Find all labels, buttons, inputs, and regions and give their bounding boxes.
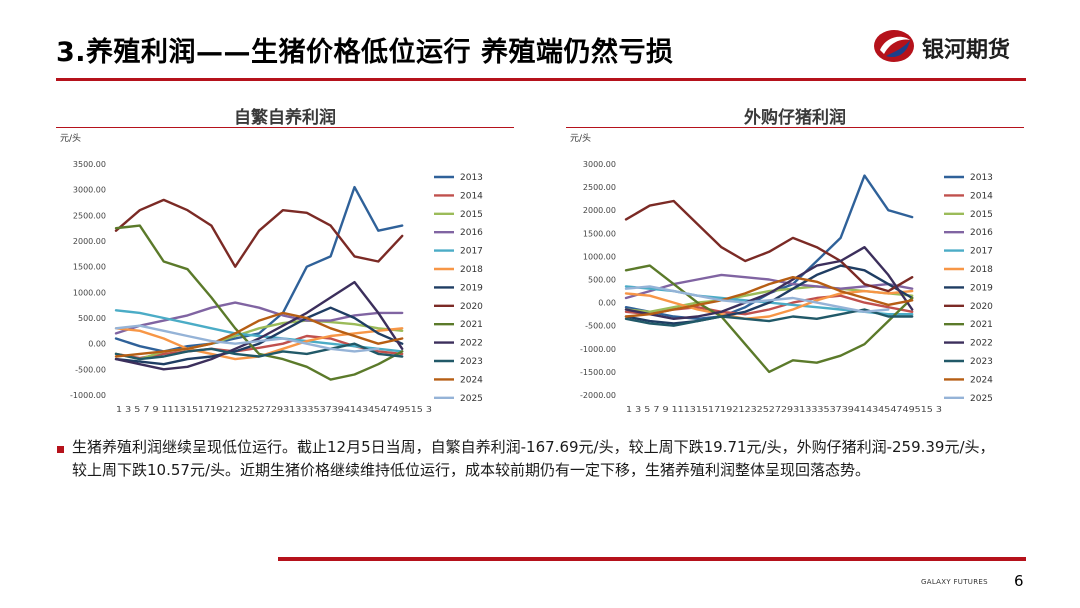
legend-label-2025: 2025 — [970, 394, 993, 404]
legend-label-2019: 2019 — [460, 283, 483, 293]
y-tick-label: 2000.00 — [73, 237, 106, 246]
series-line-2025 — [114, 324, 380, 353]
legend-label-2017: 2017 — [460, 247, 483, 257]
y-tick-label: 3500.00 — [73, 160, 106, 169]
legend-label-2024: 2024 — [970, 375, 993, 385]
galaxy-logo-icon — [874, 30, 914, 62]
legend-label-2023: 2023 — [970, 357, 993, 367]
page-number: 6 — [1014, 572, 1024, 590]
legend-label-2013: 2013 — [970, 173, 993, 183]
legend-label-2018: 2018 — [460, 265, 483, 275]
chart-title-right: 外购仔猪利润 — [744, 108, 846, 128]
series-line-2024 — [624, 276, 914, 318]
y-tick-label: 0.00 — [88, 340, 106, 349]
legend-label-2025: 2025 — [460, 394, 483, 404]
y-tick-label: 2500.00 — [583, 183, 616, 192]
footer-divider — [278, 557, 1026, 561]
y-tick-label: 0.00 — [598, 299, 616, 308]
series-line-2024 — [114, 311, 404, 358]
series-line-2022 — [624, 246, 914, 320]
series-line-2022 — [114, 280, 404, 371]
series-line-2013 — [624, 174, 914, 320]
y-tick-label: -500.00 — [585, 322, 616, 331]
series-line-2023 — [114, 342, 404, 361]
legend-label-2022: 2022 — [970, 339, 993, 349]
legend-label-2018: 2018 — [970, 265, 993, 275]
summary-text: 生猪养殖利润继续呈现低位运行。截止12月5日当周，自繁自养利润-167.69元/… — [72, 438, 995, 479]
legend-label-2015: 2015 — [460, 210, 483, 220]
bullet-square — [57, 446, 64, 453]
series-line-2021 — [624, 264, 914, 374]
series-line-2025 — [624, 285, 890, 313]
y-tick-label: -1000.00 — [70, 391, 106, 400]
y-tick-label: 1000.00 — [73, 288, 106, 297]
chart-self-breeding-profit: 元/头 3500.00 3000.00 2500.00 2000.00 1500.00 10… — [60, 133, 483, 414]
y-tick-label: -1500.00 — [580, 368, 616, 377]
y-tick-label: 1500.00 — [583, 229, 616, 238]
chart-title-left: 自繁自养利润 — [234, 108, 336, 128]
y-tick-label: -500.00 — [75, 365, 106, 374]
y-tick-label: 3000.00 — [73, 186, 106, 195]
legend-label-2023: 2023 — [460, 357, 483, 367]
y-tick-label: 500.00 — [588, 276, 616, 285]
title-divider — [56, 78, 1026, 81]
legend-label-2014: 2014 — [970, 191, 993, 201]
series-line-2018 — [624, 289, 914, 320]
footer-brand-label: GALAXY FUTURES — [921, 578, 988, 586]
legend-label-2013: 2013 — [460, 173, 483, 183]
y-tick-label: -1000.00 — [580, 345, 616, 354]
legend-label-2019: 2019 — [970, 283, 993, 293]
legend-label-2021: 2021 — [460, 320, 483, 330]
series-line-2019 — [624, 264, 914, 325]
y-axis-unit-label: 元/头 — [60, 133, 81, 144]
series-line-2021 — [114, 224, 404, 381]
series-line-2020 — [114, 198, 404, 268]
legend-label-2021: 2021 — [970, 320, 993, 330]
series-line-2017 — [114, 309, 404, 353]
y-axis-unit-label: 元/头 — [570, 133, 591, 144]
x-tick-labels: 1 3 5 7 9 111315171921232527293133353739… — [626, 405, 942, 414]
series-line-2016 — [114, 301, 404, 335]
y-tick-label: 1000.00 — [583, 252, 616, 261]
legend-label-2024: 2024 — [460, 375, 483, 385]
series-line-2023 — [624, 308, 914, 327]
legend-label-2016: 2016 — [460, 228, 483, 238]
chart-title-divider-right — [566, 127, 1024, 128]
series-line-2020 — [624, 199, 914, 293]
legend-label-2022: 2022 — [460, 339, 483, 349]
legend-label-2020: 2020 — [970, 302, 993, 312]
page-title: 3.养殖利润——生猪价格低位运行 养殖端仍然亏损 — [56, 37, 674, 68]
brand-logo: 银河期货 — [872, 26, 1032, 68]
y-tick-label: 2000.00 — [583, 206, 616, 215]
series-line-2013 — [114, 185, 404, 353]
y-tick-label: 500.00 — [78, 314, 106, 323]
x-tick-labels: 1 3 5 7 9 111315171921232527293133353739… — [116, 405, 432, 414]
chart-title-divider-left — [56, 127, 514, 128]
y-tick-label: 3000.00 — [583, 160, 616, 169]
chart-purchased-piglet-profit: 元/头 3000.00 2500.00 2000.00 1500.00 1000.00 50… — [570, 133, 993, 414]
series-line-2019 — [114, 306, 404, 366]
legend-label-2017: 2017 — [970, 247, 993, 257]
brand-name: 银河期货 — [922, 38, 1011, 63]
y-tick-label: 1500.00 — [73, 263, 106, 272]
legend-label-2020: 2020 — [460, 302, 483, 312]
legend-label-2015: 2015 — [970, 210, 993, 220]
y-tick-label: 2500.00 — [73, 211, 106, 220]
legend-label-2016: 2016 — [970, 228, 993, 238]
legend-label-2014: 2014 — [460, 191, 483, 201]
y-tick-label: -2000.00 — [580, 391, 616, 400]
